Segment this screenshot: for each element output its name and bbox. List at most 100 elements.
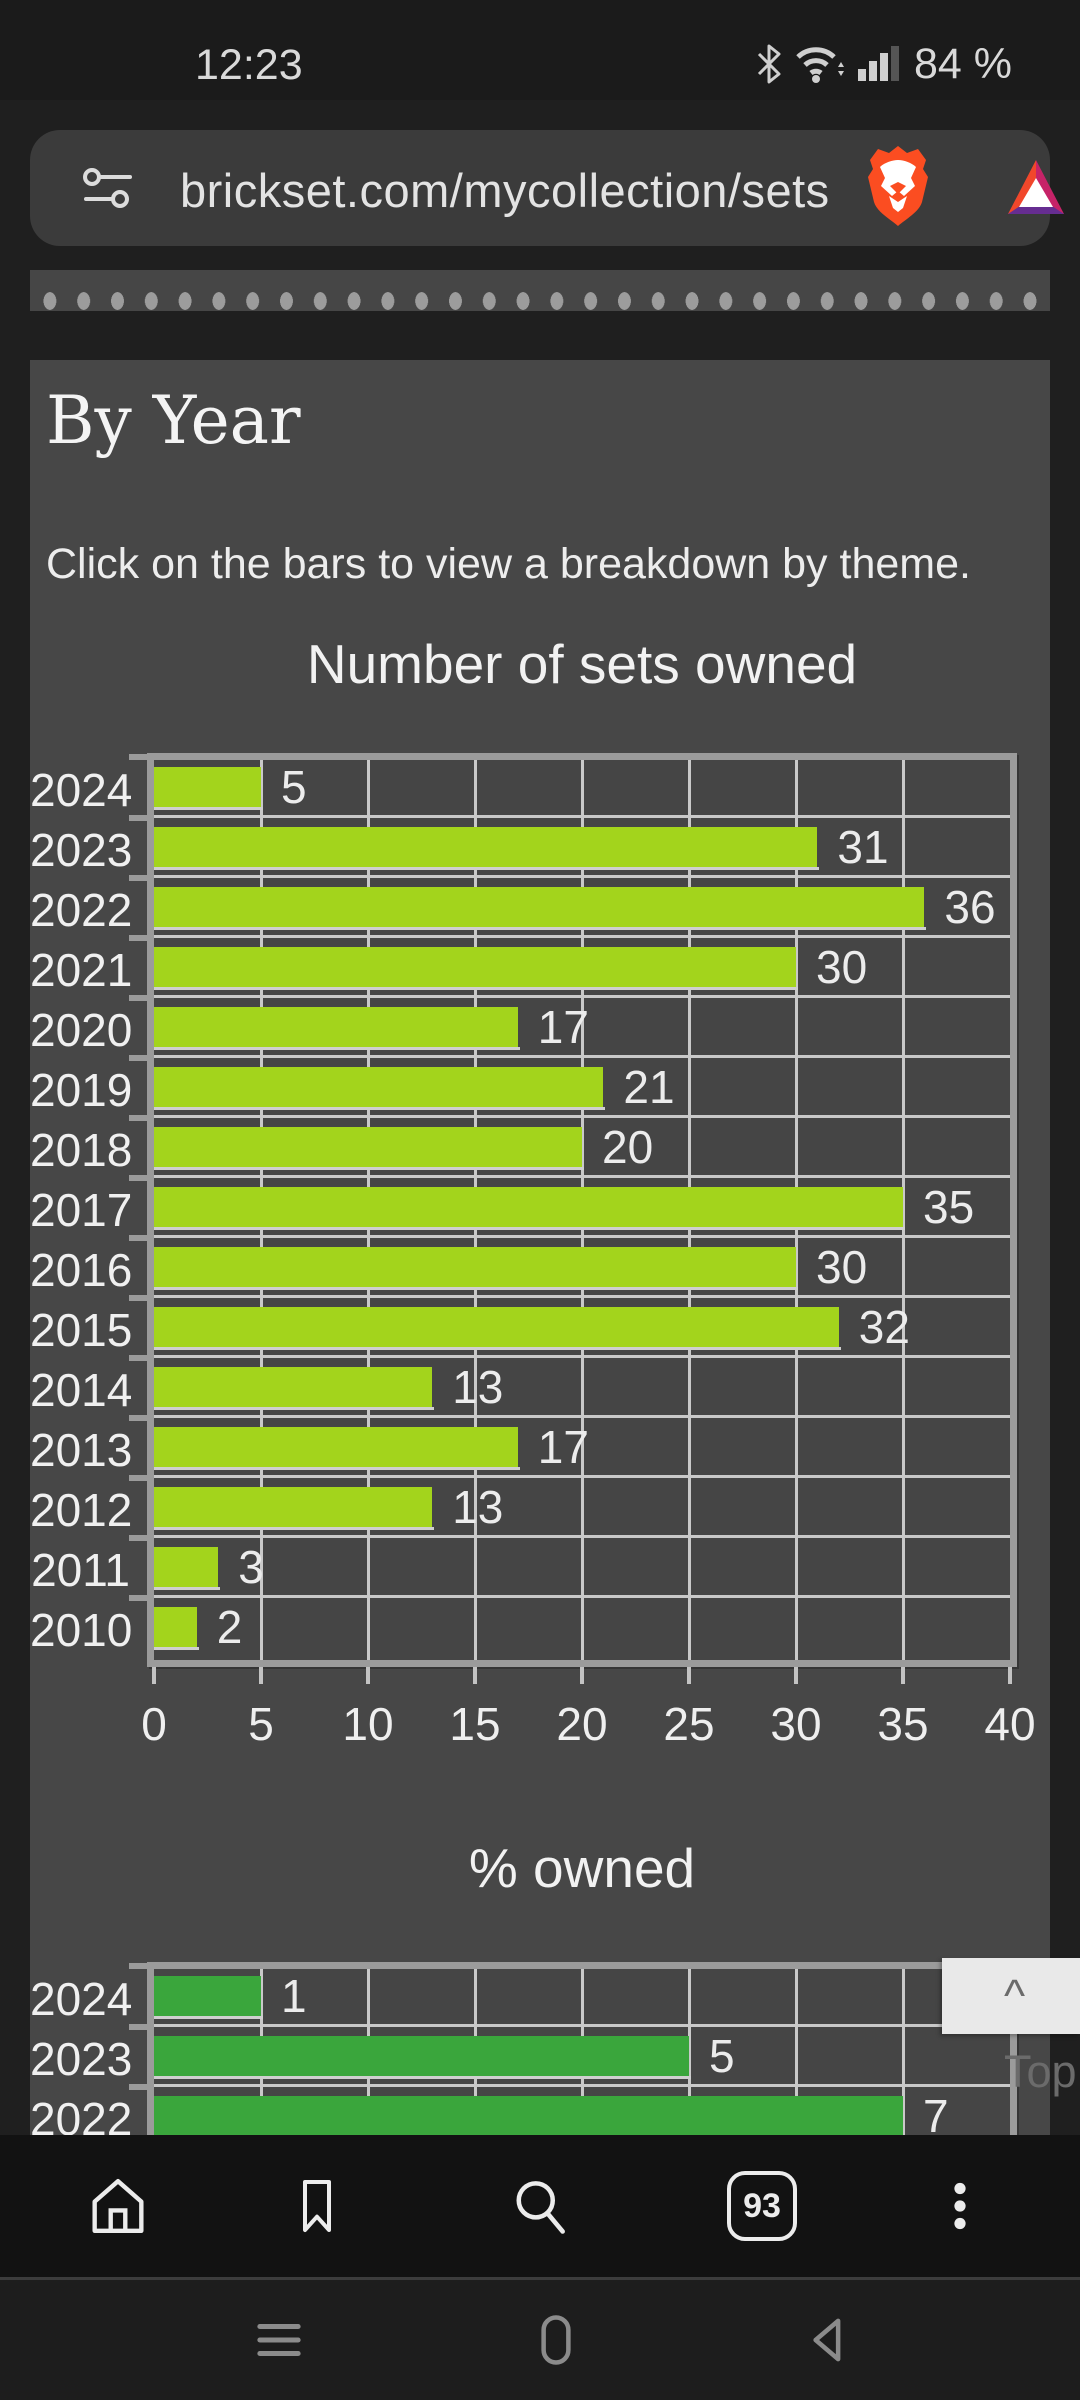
bar-value-label: 20 [602,1121,654,1173]
bar-value-label: 17 [537,1421,589,1473]
row-tick [129,935,147,941]
year-label: 2022 [30,2093,133,2135]
bar-shadow [154,867,820,870]
gridline-horizontal [154,1115,1010,1118]
back-button[interactable] [768,2280,888,2400]
year-label: 2021 [30,944,133,996]
recents-icon [257,2323,301,2357]
bar-shadow [154,1227,905,1230]
gridline-horizontal [154,995,1010,998]
row-tick [129,754,147,760]
url-bar[interactable]: brickset.com/mycollection/sets [30,130,1064,246]
brave-shield-icon[interactable] [862,144,934,237]
chart-bar[interactable] [154,1487,433,1527]
bar-shadow [154,807,263,810]
menu-button[interactable] [890,2135,1030,2277]
row-tick [129,2024,147,2030]
bat-rewards-icon[interactable] [1002,154,1070,227]
tune-icon[interactable] [82,164,134,217]
bar-value-label: 5 [281,761,307,813]
bar-value-label: 36 [944,881,996,933]
bar-shadow [154,1407,435,1410]
x-axis-label: 20 [556,1698,608,1750]
bar-value-label: 17 [537,1001,589,1053]
chart-bar[interactable] [154,947,796,987]
bar-value-label: 32 [858,1301,910,1353]
chart-bar[interactable] [154,887,925,927]
page-subtitle: Click on the bars to view a breakdown by… [46,540,971,588]
chart-bar[interactable] [154,1427,518,1467]
home-gesture-button[interactable] [496,2280,616,2400]
bar-value-label: 30 [816,1241,868,1293]
x-axis-label: 0 [141,1698,167,1750]
chart-bar[interactable] [154,1007,518,1047]
chart-bar[interactable] [154,1547,219,1587]
row-tick [129,1963,147,1969]
signal-icon [857,43,902,85]
row-tick [129,2084,147,2090]
previous-section-dotted-border [30,270,1050,311]
chart-bar[interactable] [154,1607,197,1647]
back-to-top-button[interactable]: ^ Top [942,1958,1080,2097]
bar-value-label: 3 [238,1541,264,1593]
bar-value-label: 1 [281,1970,307,2022]
x-axis-tick [687,1667,691,1684]
gridline-horizontal [154,1295,1010,1298]
bar-value-label: 7 [923,2090,949,2135]
recents-button[interactable] [219,2280,339,2400]
year-label: 2017 [30,1184,133,1236]
bookmarks-button[interactable] [247,2135,387,2277]
year-label: 2024 [30,764,133,816]
bar-value-label: 30 [816,941,868,993]
status-bar: 12:23 [0,0,1080,100]
chart-bar[interactable] [154,2036,689,2076]
row-tick [129,1595,147,1601]
row-tick [129,875,147,881]
chart-bar[interactable] [154,1247,796,1287]
row-tick [129,1535,147,1541]
bar-shadow [154,2016,263,2019]
x-axis-label: 5 [248,1698,274,1750]
year-label: 2022 [30,884,133,936]
gridline-horizontal [154,1535,1010,1538]
x-axis-tick [901,1667,905,1684]
search-button[interactable] [470,2135,610,2277]
battery-percent: 84 % [913,39,1012,88]
chart-bar[interactable] [154,1127,582,1167]
sets-owned-chart: 5 31 36 30 17 21 20 35 30 32 13 17 13 3 2 2024 2023 2022 2… [30,753,1050,1873]
chart-bar[interactable] [154,1067,604,1107]
chart-bar[interactable] [154,767,261,807]
tab-count: 93 [743,2186,781,2225]
gridline-vertical [794,1969,798,2135]
back-icon [813,2318,841,2362]
url-text[interactable]: brickset.com/mycollection/sets [180,164,830,217]
bar-shadow [154,1047,520,1050]
year-label: 2010 [30,1604,133,1656]
gridline-horizontal [154,935,1010,938]
gridline-horizontal [154,1175,1010,1178]
bar-shadow [154,927,927,930]
bookmark-icon [303,2180,331,2232]
bluetooth-icon [756,43,782,85]
page-title: By Year [46,382,301,459]
gridline-horizontal [154,1475,1010,1478]
search-icon [516,2181,565,2234]
chart-bar[interactable] [154,1307,839,1347]
tab-switcher-icon: 93 [727,2171,797,2241]
row-tick [129,815,147,821]
chart-bar[interactable] [154,1187,903,1227]
chart-bar[interactable] [154,2096,903,2135]
x-axis-label: 40 [984,1698,1036,1750]
chart-bar[interactable] [154,1976,261,2016]
home-button[interactable] [48,2135,188,2277]
chart-bar[interactable] [154,1367,433,1407]
year-label: 2018 [30,1124,133,1176]
tab-switcher-button[interactable]: 93 [692,2135,832,2277]
gridline-horizontal [154,1055,1010,1058]
gridline-horizontal [154,815,1010,818]
year-label: 2012 [30,1484,133,1536]
bar-shadow [154,1347,841,1350]
year-label: 2023 [30,2033,133,2085]
chart-bar[interactable] [154,827,818,867]
x-axis-label: 15 [449,1698,501,1750]
